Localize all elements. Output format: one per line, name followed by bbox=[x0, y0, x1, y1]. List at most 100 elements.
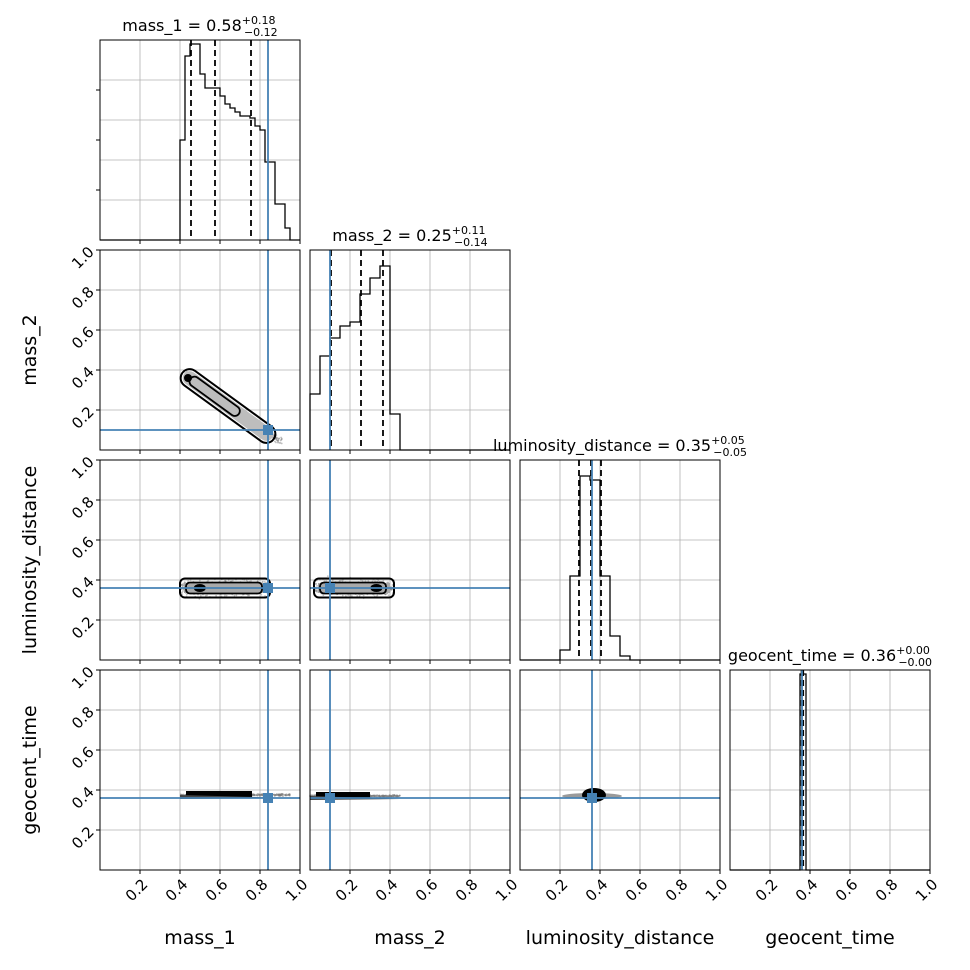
sample-point bbox=[181, 583, 184, 586]
sample-point bbox=[279, 794, 281, 797]
sample-point bbox=[278, 793, 281, 796]
title-lower-error: −0.12 bbox=[244, 26, 278, 39]
sample-point bbox=[388, 795, 391, 797]
x-tick-label: 1.0 bbox=[702, 875, 732, 905]
sample-point bbox=[257, 794, 260, 796]
sample-point bbox=[392, 794, 395, 797]
sample-point bbox=[277, 793, 280, 796]
y-axis-label: mass_2 bbox=[19, 314, 41, 386]
sample-point bbox=[398, 794, 401, 797]
y-tick-label: 0.8 bbox=[68, 703, 98, 733]
sample-point bbox=[315, 589, 318, 592]
sample-point bbox=[276, 793, 279, 796]
sample-point bbox=[253, 793, 256, 796]
sample-point bbox=[389, 795, 391, 798]
y-tick-label: 0.6 bbox=[68, 743, 98, 773]
panel-frame bbox=[309, 669, 511, 871]
y-axis-label: luminosity_distance bbox=[19, 466, 41, 655]
y-tick-label: 0.2 bbox=[68, 403, 98, 433]
sample-point bbox=[380, 795, 383, 798]
sample-point bbox=[276, 439, 279, 442]
sample-point bbox=[274, 438, 277, 440]
sample-point bbox=[261, 580, 264, 583]
sample-point bbox=[281, 793, 283, 795]
sample-point bbox=[278, 793, 281, 796]
sample-point bbox=[279, 793, 281, 796]
sample-point bbox=[370, 795, 372, 798]
sample-point bbox=[278, 441, 281, 444]
sample-point bbox=[256, 794, 259, 797]
density-core bbox=[186, 791, 252, 798]
sample-point bbox=[370, 795, 372, 798]
sample-point bbox=[181, 591, 183, 594]
sample-point bbox=[384, 794, 387, 797]
sample-point bbox=[252, 794, 255, 796]
sample-point bbox=[347, 594, 350, 597]
sample-point bbox=[383, 794, 386, 797]
sample-point bbox=[275, 441, 277, 444]
sample-point bbox=[385, 795, 388, 798]
truth-marker bbox=[263, 425, 273, 435]
sample-point bbox=[263, 581, 266, 583]
sample-point bbox=[397, 795, 399, 798]
sample-point bbox=[273, 795, 276, 797]
title-lower-error: −0.00 bbox=[898, 656, 932, 669]
sample-point bbox=[258, 794, 261, 797]
sample-point bbox=[382, 795, 385, 798]
sample-point bbox=[396, 794, 399, 797]
sample-point bbox=[277, 794, 280, 797]
y-tick-label: 0.4 bbox=[68, 363, 98, 393]
panel-frame bbox=[99, 459, 301, 661]
x-tick-label: 0.2 bbox=[752, 875, 782, 905]
sample-point bbox=[385, 592, 388, 595]
sample-point bbox=[358, 594, 361, 597]
sample-point bbox=[383, 795, 386, 797]
sample-point bbox=[288, 793, 291, 796]
truth-marker bbox=[587, 793, 597, 803]
sample-point bbox=[281, 794, 284, 797]
sample-point bbox=[373, 794, 376, 797]
sample-point bbox=[274, 794, 276, 797]
x-tick-label: 0.6 bbox=[202, 875, 232, 905]
sample-point bbox=[252, 794, 255, 796]
sample-point bbox=[180, 793, 182, 796]
sample-point bbox=[379, 795, 382, 798]
sample-point bbox=[206, 594, 208, 597]
sample-point bbox=[288, 794, 291, 796]
y-tick-label: 0.2 bbox=[68, 613, 98, 643]
sample-point bbox=[255, 794, 258, 797]
sample-point bbox=[369, 795, 372, 798]
sample-point bbox=[391, 584, 394, 586]
sample-point bbox=[378, 794, 381, 797]
sample-point bbox=[384, 593, 387, 596]
sample-point bbox=[376, 594, 379, 597]
x-tick-label: 1.0 bbox=[282, 875, 312, 905]
sample-point bbox=[373, 794, 375, 797]
truth-marker bbox=[263, 583, 273, 593]
sample-point bbox=[378, 795, 380, 798]
histogram-line bbox=[100, 43, 300, 241]
sample-point bbox=[380, 794, 383, 797]
x-tick-label: 0.8 bbox=[242, 875, 272, 905]
sample-point bbox=[224, 579, 227, 582]
sample-point bbox=[260, 793, 263, 796]
sample-point bbox=[310, 794, 313, 797]
sample-point bbox=[284, 794, 287, 797]
panel-hist-geocent_time: geocent_time = 0.36+0.00 −0.00 bbox=[728, 644, 932, 874]
sample-point bbox=[278, 795, 281, 797]
sample-point bbox=[278, 793, 280, 796]
sample-point bbox=[279, 794, 282, 797]
y-tick-label: 1.0 bbox=[68, 243, 98, 273]
sample-point bbox=[253, 793, 256, 796]
x-tick-label: 0.4 bbox=[162, 875, 192, 905]
sample-point bbox=[280, 438, 283, 441]
sample-point bbox=[386, 795, 389, 798]
sample-point bbox=[380, 794, 383, 797]
sample-point bbox=[395, 795, 398, 798]
x-tick-label: 0.6 bbox=[622, 875, 652, 905]
sample-point bbox=[376, 794, 379, 797]
sample-point bbox=[370, 795, 373, 797]
sample-point bbox=[259, 794, 262, 796]
sample-point bbox=[390, 795, 393, 798]
sample-point bbox=[180, 584, 183, 587]
